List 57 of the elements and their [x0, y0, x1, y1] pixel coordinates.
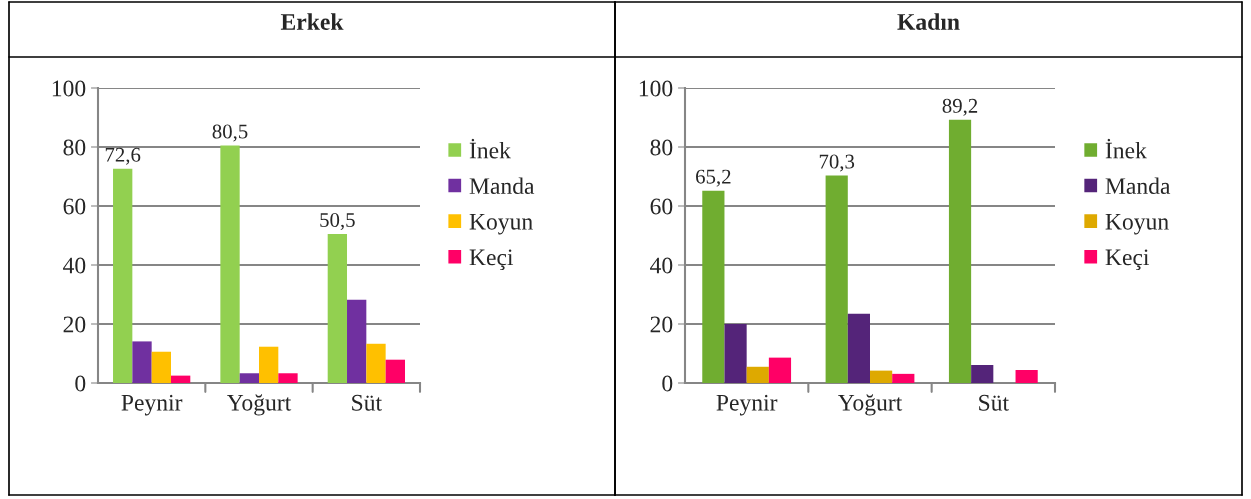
legend-label: Manda	[469, 177, 535, 195]
bar	[746, 366, 769, 383]
bar	[385, 359, 405, 383]
y-tick-label: 40	[63, 257, 86, 274]
y-tick-label: 100	[52, 80, 86, 97]
chart-title: Erkek	[280, 13, 344, 30]
legend-label: Manda	[1105, 177, 1171, 195]
y-tick-label: 0	[662, 375, 673, 392]
bar	[1015, 370, 1038, 383]
x-tick-label: Süt	[352, 394, 382, 411]
bar	[113, 168, 133, 383]
legend-label: İnek	[469, 138, 511, 159]
legend-label: Keçi	[469, 249, 514, 271]
y-tick-label: 100	[639, 80, 673, 97]
bar	[971, 365, 994, 383]
y-tick-label: 60	[63, 198, 86, 215]
data-label: 70,3	[819, 154, 855, 172]
bar	[347, 299, 367, 383]
x-tick-label: Yoğurt	[227, 394, 292, 416]
legend-label: Koyun	[469, 213, 533, 235]
x-tick-label: Süt	[979, 394, 1009, 411]
bar	[768, 357, 792, 383]
y-tick-label: 40	[650, 257, 673, 274]
y-tick-label: 20	[63, 316, 86, 333]
bar	[132, 341, 152, 383]
y-tick-label: 80	[63, 139, 86, 156]
bar	[870, 370, 893, 383]
bar	[259, 346, 279, 383]
bar	[220, 145, 240, 383]
data-label: 50,5	[320, 212, 355, 231]
x-tick-label: Peynir	[716, 394, 778, 416]
legend-label: Koyun	[1105, 213, 1169, 235]
x-tick-label: Peynir	[121, 394, 183, 416]
y-tick-label: 20	[650, 316, 673, 333]
bar	[170, 375, 191, 383]
chart-title: Kadın	[897, 13, 960, 30]
legend-label: Keçi	[1105, 249, 1150, 271]
x-tick-label: Yoğurt	[838, 394, 903, 416]
bar	[366, 343, 386, 383]
legend-label: İnek	[1105, 138, 1147, 159]
bar	[825, 175, 848, 383]
bar	[948, 119, 972, 383]
y-tick-label: 80	[650, 139, 673, 156]
data-label: 80,5	[212, 124, 248, 142]
bar	[847, 313, 870, 383]
bar	[151, 351, 171, 383]
y-tick-label: 0	[75, 375, 86, 392]
data-label: 65,2	[696, 169, 731, 187]
data-label: 72,6	[105, 147, 141, 165]
bar	[327, 234, 348, 383]
bar	[724, 324, 747, 383]
y-tick-label: 60	[650, 198, 673, 215]
bar	[892, 373, 915, 383]
bar	[239, 373, 259, 383]
data-label: 89,2	[942, 98, 978, 116]
bar	[278, 373, 298, 383]
bar	[702, 190, 725, 383]
